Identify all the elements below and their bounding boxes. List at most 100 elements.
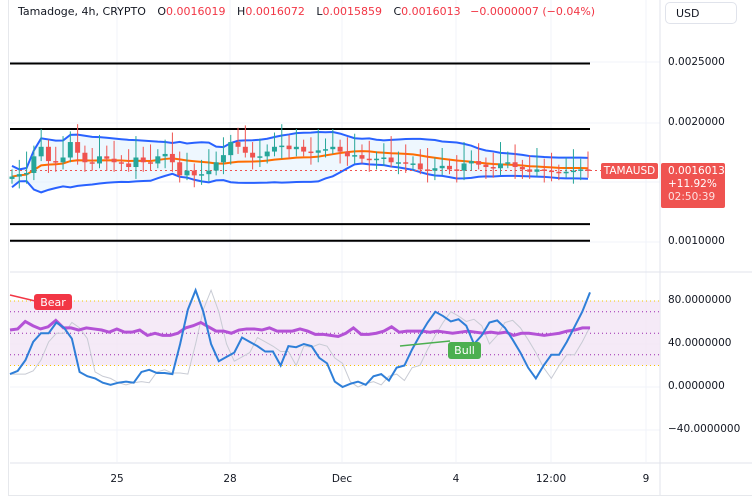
candle-up (184, 170, 190, 176)
candle-down (366, 158, 372, 161)
candle-down (75, 142, 81, 153)
candle-up (257, 156, 263, 158)
candle-down (191, 170, 197, 176)
stochastic-line (9, 287, 591, 389)
symbol-badge: TAMAUSD (601, 163, 658, 179)
candle-up (133, 157, 139, 168)
time-tick: Dec (331, 473, 353, 485)
osc-tick: 40.0000000 (668, 337, 732, 349)
candle-up (563, 171, 569, 174)
time-tick: 9 (642, 473, 650, 485)
bull-label-box (448, 342, 481, 359)
time-tick: 28 (223, 473, 237, 485)
candle-down (286, 145, 292, 150)
currency-button[interactable]: USD (665, 2, 737, 24)
candle-down (148, 162, 154, 164)
candle-up (271, 146, 277, 152)
osc-tick: 80.0000000 (668, 294, 732, 306)
candle-up (96, 156, 102, 164)
candle-down (53, 161, 59, 163)
candle-up (220, 155, 226, 163)
time-tick: 25 (110, 473, 124, 485)
current-price: 0.0016013 (668, 165, 725, 177)
candle-down (104, 156, 110, 159)
symbol-legend: Tamadoge, 4h, CRYPTO O0.0016019 H0.00160… (18, 5, 596, 18)
candle-up (374, 158, 380, 161)
current-price-badge: 0.0016013 +11.92% 02:50:39 (661, 163, 725, 208)
candle-down (483, 164, 489, 168)
candle-down (476, 161, 482, 165)
candle-down (403, 162, 409, 164)
candle-up (352, 155, 358, 157)
candle-down (82, 152, 88, 163)
candle-down (118, 162, 124, 164)
candle-up (38, 146, 44, 157)
high-value: 0.0016072 (245, 5, 305, 18)
candle-up (60, 157, 66, 163)
candle-up (578, 169, 584, 171)
time-tick: 12:00 (535, 473, 567, 485)
candle-down (585, 169, 591, 171)
candle-up (570, 170, 576, 173)
symbol-title: Tamadoge, 4h, CRYPTO (18, 5, 146, 18)
candle-down (235, 142, 241, 147)
candle-down (308, 151, 314, 154)
candle-up (279, 145, 285, 148)
candle-down (250, 152, 256, 158)
candle-down (89, 162, 95, 164)
candle-up (395, 162, 401, 164)
open-value: 0.0016019 (166, 5, 226, 18)
current-change: +11.92% (668, 178, 717, 190)
candle-down (446, 165, 452, 170)
candle-up (16, 174, 22, 177)
candle-up (498, 163, 504, 169)
candle-down (490, 167, 496, 169)
bull-label: Bull (454, 344, 475, 357)
osc-tick: −40.0000000 (668, 423, 741, 435)
candle-down (126, 163, 132, 168)
candle-up (330, 146, 336, 150)
candle-down (519, 167, 525, 170)
price-tick: 0.0010000 (668, 235, 725, 247)
candle-up (213, 162, 219, 171)
bear-label: Bear (40, 296, 66, 309)
candle-up (323, 149, 329, 151)
candle-up (24, 172, 30, 175)
bar-countdown: 02:50:39 (668, 191, 716, 203)
candle-up (439, 165, 445, 169)
candle-up (264, 151, 270, 157)
candle-up (315, 150, 321, 153)
bull-connector (399, 340, 451, 347)
candle-down (337, 146, 343, 152)
candle-down (242, 146, 248, 153)
candle-down (549, 170, 555, 173)
candle-down (45, 146, 51, 162)
bear-label-box (34, 294, 72, 310)
candle-down (301, 146, 307, 152)
candle-down (344, 151, 350, 157)
bollinger-lower-line (11, 162, 589, 194)
candle-up (534, 169, 540, 172)
candle-up (505, 162, 511, 164)
bollinger-fill (12, 131, 588, 193)
price-tick: 0.0020000 (668, 116, 725, 128)
candle-down (140, 157, 146, 163)
stochastic-signal-line (10, 288, 591, 388)
candle-up (67, 142, 73, 158)
candle-up (155, 156, 161, 164)
candle-down (359, 155, 365, 159)
candle-up (410, 163, 416, 165)
candle-up (206, 170, 212, 175)
time-tick: 4 (452, 473, 460, 485)
candle-down (417, 163, 423, 170)
candle-down (512, 162, 518, 168)
change-value: −0.0000007 (−0.04%) (470, 5, 596, 18)
candle-up (199, 174, 205, 176)
candle-down (111, 158, 117, 163)
candle-down (169, 153, 175, 163)
candle-up (228, 142, 234, 156)
candle-down (541, 169, 547, 171)
bollinger-basis-line (11, 150, 589, 178)
candle-up (293, 146, 299, 150)
